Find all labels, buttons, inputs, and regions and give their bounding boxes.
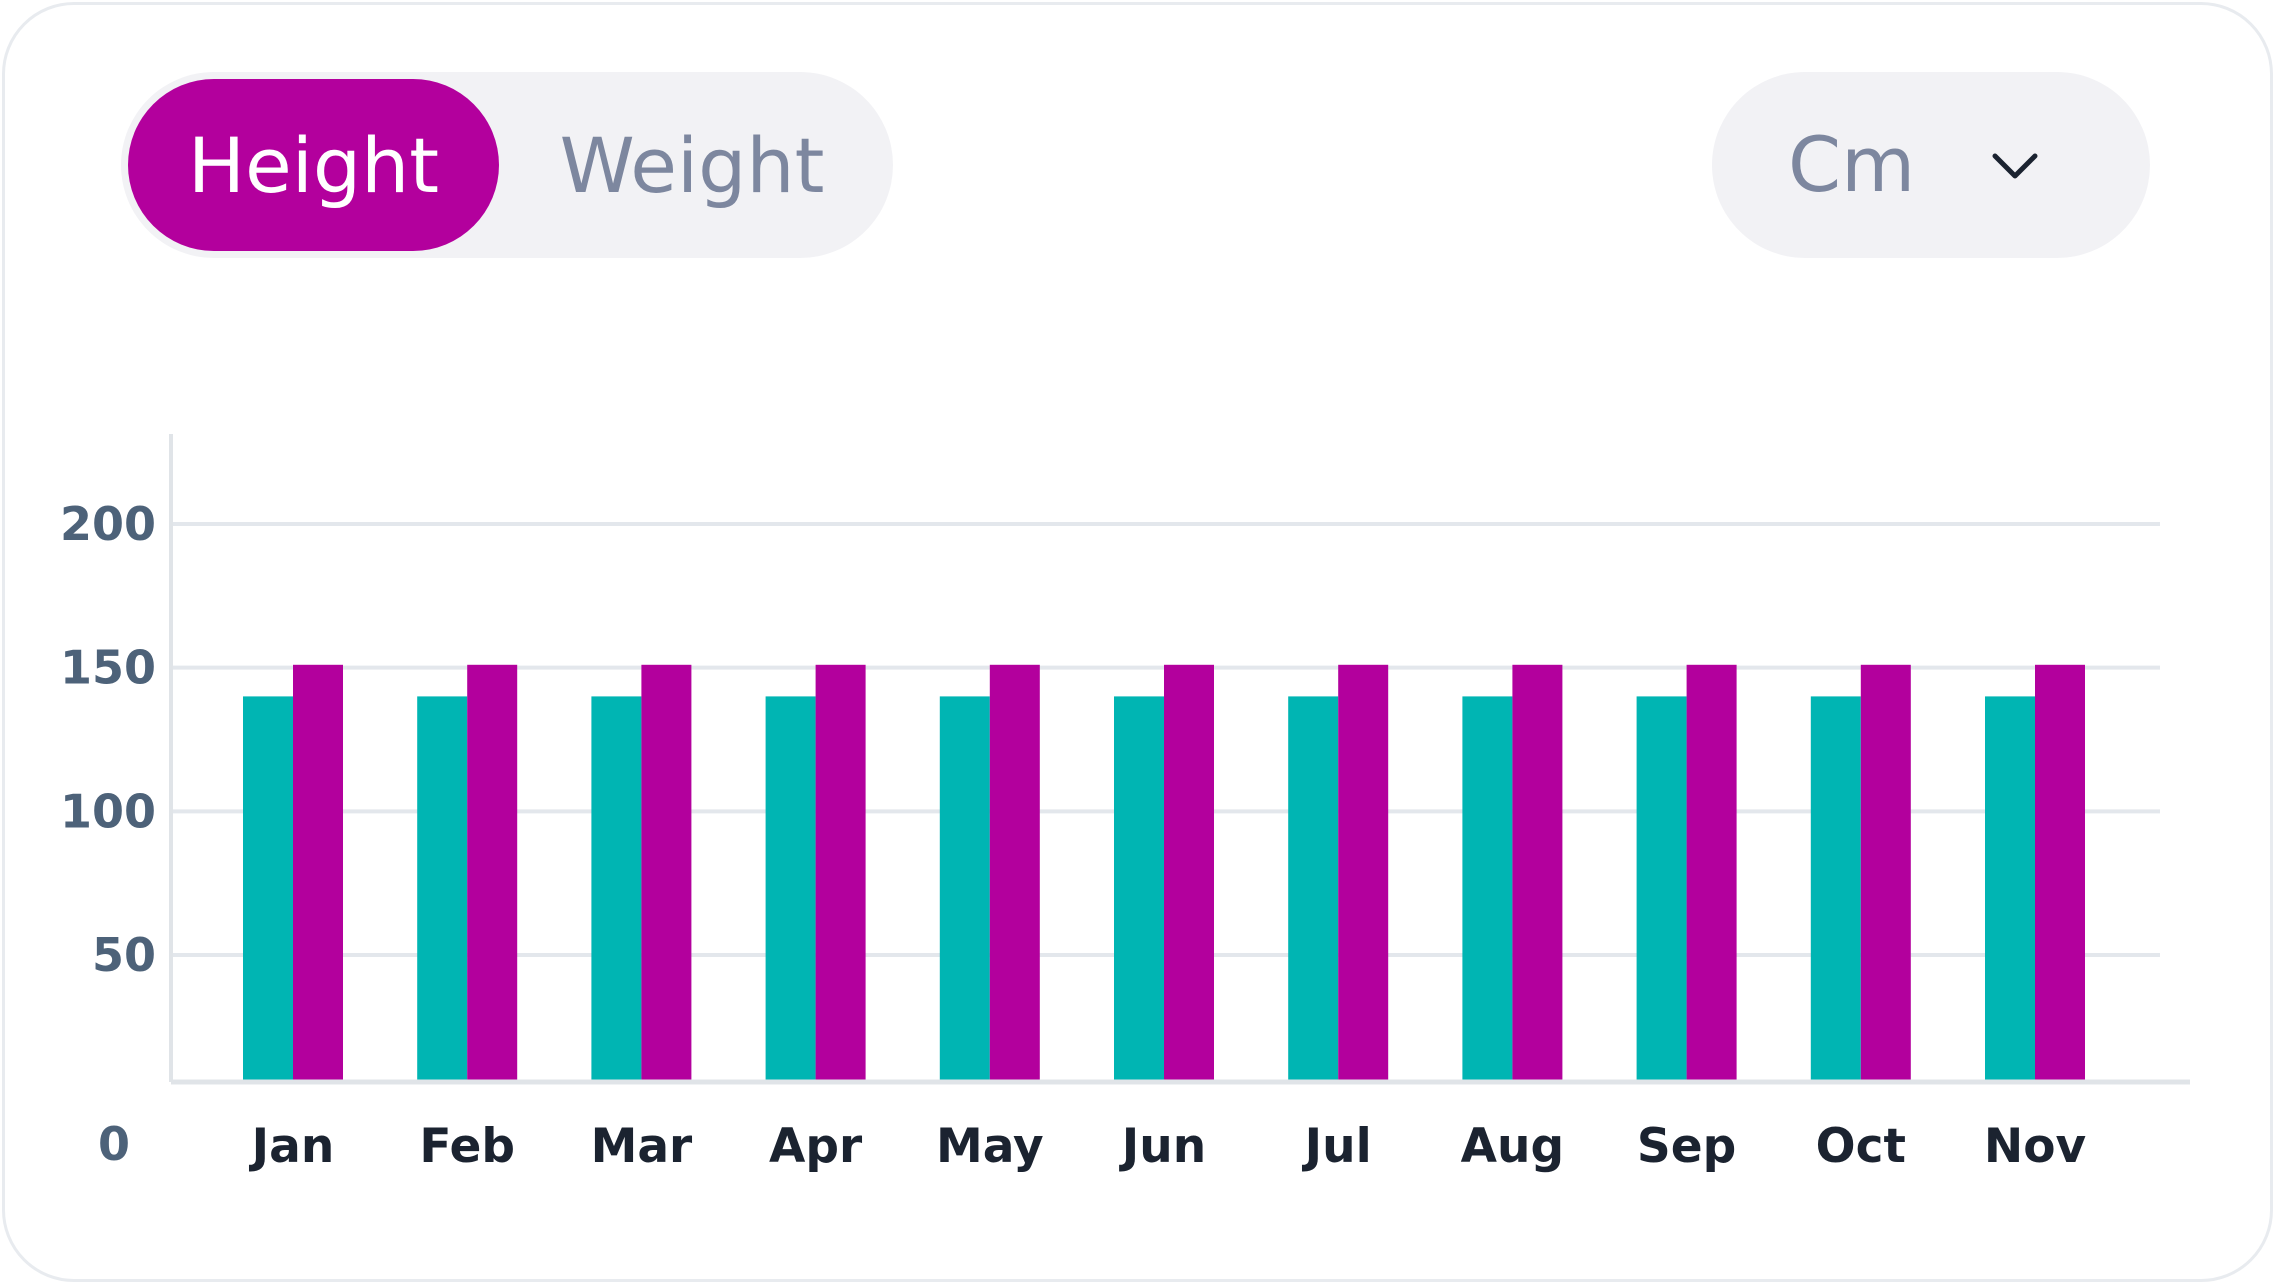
metric-toggle: Height Weight: [121, 72, 893, 258]
x-tick-label: May: [936, 1119, 1044, 1174]
y-tick-label: 50: [92, 928, 156, 982]
chevron-down-icon: [1992, 153, 2038, 179]
x-tick-label: Jun: [1119, 1119, 1206, 1174]
bar: [591, 696, 642, 1082]
bar: [417, 696, 468, 1082]
bar: [1288, 696, 1339, 1082]
y-tick-label: 200: [60, 497, 156, 551]
bar: [989, 664, 1040, 1082]
y-tick-label: 150: [60, 641, 156, 695]
x-tick-label: Sep: [1637, 1119, 1736, 1174]
bar: [1114, 696, 1164, 1082]
y-tick-label: 100: [60, 784, 156, 838]
bar: [1636, 696, 1687, 1082]
unit-dropdown-value: Cm: [1788, 120, 1916, 209]
bar: [243, 696, 293, 1082]
bar: [1462, 696, 1513, 1082]
bar: [467, 664, 518, 1082]
bar: [1686, 664, 1737, 1082]
x-tick-label: Jul: [1302, 1119, 1372, 1174]
x-tick-label: Oct: [1816, 1119, 1906, 1174]
x-tick-label: Apr: [769, 1119, 863, 1174]
bar: [293, 664, 343, 1082]
bar: [641, 664, 692, 1082]
x-tick-label: Jan: [249, 1119, 335, 1174]
height-tab[interactable]: Height: [128, 79, 499, 251]
weight-tab[interactable]: Weight: [559, 120, 825, 210]
x-tick-label: Nov: [1984, 1119, 2086, 1174]
bar: [939, 696, 990, 1082]
bar: [2035, 664, 2085, 1082]
x-tick-label: Aug: [1461, 1119, 1564, 1174]
x-tick-label: Mar: [591, 1119, 693, 1174]
bar: [1164, 664, 1214, 1082]
bar: [1810, 696, 1861, 1082]
bar: [1338, 664, 1389, 1082]
bar: [1860, 664, 1911, 1082]
x-tick-label: Feb: [419, 1119, 515, 1174]
bar: [1985, 696, 2035, 1082]
bar: [815, 664, 866, 1082]
bar: [765, 696, 816, 1082]
y-tick-label: 0: [98, 1117, 130, 1171]
unit-dropdown[interactable]: Cm: [1712, 72, 2150, 258]
bar: [1512, 664, 1563, 1082]
